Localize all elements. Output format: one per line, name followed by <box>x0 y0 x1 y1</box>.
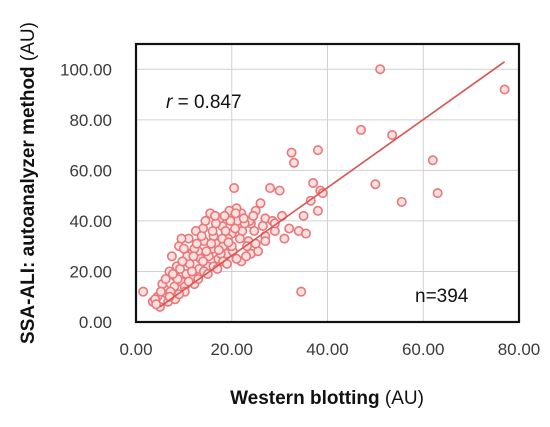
x-axis-title-bold: Western blotting <box>230 388 380 409</box>
data-point <box>298 210 309 221</box>
data-point <box>176 233 187 244</box>
x-axis-title: Western blotting (AU) <box>230 388 424 409</box>
data-point <box>191 238 202 249</box>
data-point <box>167 268 178 279</box>
data-point <box>427 155 438 166</box>
y-axis-title-unit: (AU) <box>18 22 39 66</box>
data-point <box>274 185 285 196</box>
data-point <box>249 226 260 237</box>
data-point <box>230 223 241 234</box>
data-point <box>370 179 381 190</box>
data-point <box>279 233 290 244</box>
data-point <box>265 183 276 194</box>
data-point <box>288 157 299 168</box>
data-point <box>166 251 177 262</box>
data-point <box>387 129 398 140</box>
data-point <box>198 256 209 267</box>
data-point <box>260 236 271 247</box>
trendline <box>159 61 506 308</box>
r-symbol: r <box>166 92 173 113</box>
data-point <box>196 231 207 242</box>
data-points <box>138 64 510 312</box>
data-point <box>138 286 149 297</box>
data-point <box>356 124 367 135</box>
data-point <box>234 233 245 244</box>
data-point <box>296 286 307 297</box>
data-point <box>201 246 212 257</box>
r-value: = 0.847 <box>172 92 241 113</box>
x-axis-title-unit: (AU) <box>380 388 424 409</box>
x-tick-label: 20.00 <box>210 340 253 359</box>
data-point <box>248 210 259 221</box>
x-tick-label: 60.00 <box>402 340 445 359</box>
data-point <box>188 251 199 262</box>
data-point <box>499 84 510 95</box>
y-tick-label: 60.00 <box>69 161 112 180</box>
data-point <box>160 274 171 285</box>
data-point <box>155 286 166 297</box>
data-point <box>284 223 295 234</box>
y-tick-labels: 0.00 20.00 40.00 60.00 80.00 100.00 <box>60 60 112 332</box>
data-point <box>151 299 162 310</box>
data-point <box>375 64 386 75</box>
y-axis-title: SSA-ALI: autoanalyzer method (AU) <box>18 22 39 344</box>
data-point <box>223 237 234 248</box>
data-point <box>219 210 230 221</box>
data-point <box>312 205 323 216</box>
data-point <box>238 213 249 224</box>
x-tick-label: 80.00 <box>498 340 541 359</box>
data-point <box>269 218 280 229</box>
data-point <box>187 266 198 277</box>
data-point <box>206 238 217 249</box>
data-point <box>286 147 297 158</box>
data-point <box>177 256 188 267</box>
y-axis-title-bold: SSA-ALI: autoanalyzer method <box>18 66 39 344</box>
x-tick-label: 0.00 <box>119 340 152 359</box>
data-point <box>230 208 241 219</box>
data-point <box>178 243 189 254</box>
data-point <box>229 183 240 194</box>
data-point <box>432 188 443 199</box>
data-point <box>231 253 242 264</box>
y-tick-label: 20.00 <box>69 262 112 281</box>
data-point <box>213 244 224 255</box>
x-tick-labels: 0.00 20.00 40.00 60.00 80.00 <box>119 340 540 359</box>
plot-frame <box>134 42 521 324</box>
n-annotation: n=394 <box>415 286 469 307</box>
data-point <box>308 178 319 189</box>
y-tick-label: 40.00 <box>69 212 112 231</box>
y-tick-label: 100.00 <box>60 60 112 79</box>
data-point <box>241 251 252 262</box>
x-tick-label: 40.00 <box>306 340 349 359</box>
data-point <box>396 196 407 207</box>
data-point <box>300 228 311 239</box>
data-point <box>209 210 220 221</box>
data-point <box>257 220 268 231</box>
r-annotation: r = 0.847 <box>166 92 242 113</box>
y-tick-label: 80.00 <box>69 111 112 130</box>
data-point <box>200 215 211 226</box>
data-point <box>312 145 323 156</box>
data-point <box>207 226 218 237</box>
data-point <box>255 198 266 209</box>
y-tick-label: 0.00 <box>79 313 112 332</box>
